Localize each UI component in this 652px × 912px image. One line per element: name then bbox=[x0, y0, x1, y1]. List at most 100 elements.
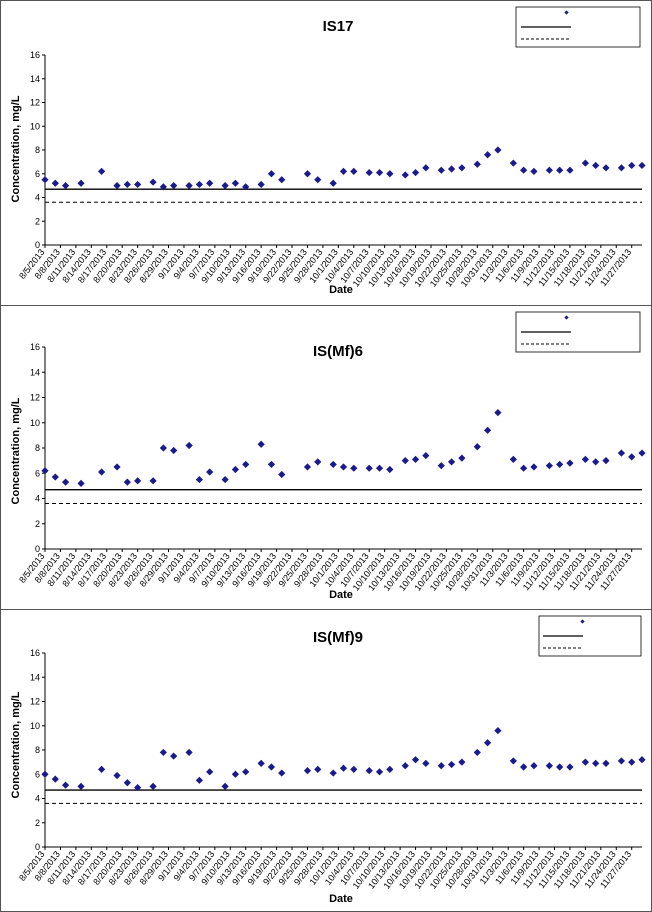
data-point bbox=[61, 781, 70, 789]
data-point bbox=[314, 176, 322, 184]
data-point bbox=[617, 449, 626, 457]
chart-title: IS(Mf)6 bbox=[313, 343, 363, 360]
data-point bbox=[592, 759, 600, 767]
data-point bbox=[545, 462, 553, 470]
data-point bbox=[51, 775, 59, 783]
data-point bbox=[530, 762, 538, 770]
data-point bbox=[350, 765, 358, 773]
data-point bbox=[170, 446, 178, 455]
data-point bbox=[61, 182, 70, 190]
data-point bbox=[411, 168, 420, 177]
data-point bbox=[159, 444, 167, 452]
data-point bbox=[411, 756, 420, 764]
y-tick-label: 12 bbox=[30, 393, 40, 403]
data-point bbox=[638, 161, 646, 170]
data-point bbox=[278, 176, 286, 184]
data-point bbox=[98, 167, 106, 175]
data-point bbox=[566, 763, 574, 771]
data-point bbox=[257, 759, 265, 767]
data-point bbox=[365, 767, 373, 775]
data-point bbox=[303, 170, 312, 178]
data-point bbox=[51, 179, 59, 187]
x-axis-title: Date bbox=[329, 284, 353, 296]
data-point bbox=[134, 477, 142, 485]
chart-panel-is17: IS17 Concentration, mg/L Date 0 2 4 6 8 10 12 1… bbox=[1, 1, 651, 305]
data-point bbox=[566, 459, 574, 467]
y-tick-label: 8 bbox=[35, 443, 40, 453]
data-point bbox=[386, 465, 394, 474]
data-point bbox=[581, 159, 589, 167]
data-point bbox=[329, 179, 337, 187]
y-tick-label: 2 bbox=[35, 818, 40, 828]
chart-panel-ismf9: IS(Mf)9 Concentration, mg/L Date 0 2 4 6 8 10… bbox=[1, 609, 651, 911]
data-point bbox=[494, 146, 502, 154]
data-point bbox=[51, 473, 59, 481]
data-point bbox=[206, 179, 214, 187]
y-tick-label: 4 bbox=[35, 794, 40, 804]
chart-svg-ismf9: IS(Mf)9 Concentration, mg/L Date 0 2 4 6 8 10… bbox=[10, 615, 646, 905]
data-point bbox=[484, 426, 492, 434]
data-point bbox=[484, 151, 492, 159]
data-point bbox=[401, 762, 409, 770]
legend bbox=[538, 615, 642, 657]
y-tick-label: 4 bbox=[35, 494, 40, 504]
data-point bbox=[257, 440, 265, 448]
data-point bbox=[437, 762, 445, 770]
data-point bbox=[329, 460, 337, 469]
data-point bbox=[602, 164, 610, 172]
data-point bbox=[149, 477, 157, 485]
data-point bbox=[386, 170, 394, 178]
data-point bbox=[77, 479, 85, 487]
data-point bbox=[206, 468, 214, 476]
data-point bbox=[509, 455, 517, 463]
data-point bbox=[278, 470, 286, 479]
data-point bbox=[422, 759, 430, 767]
data-point bbox=[221, 182, 229, 190]
data-point bbox=[314, 458, 322, 466]
data-point bbox=[617, 164, 626, 172]
data-point bbox=[185, 748, 193, 757]
data-point bbox=[221, 475, 229, 484]
data-point bbox=[422, 451, 430, 460]
plot-area: 02468101214168/5/20138/8/20138/11/20138/… bbox=[17, 50, 646, 289]
y-axis-title: Concentration, mg/L bbox=[10, 691, 22, 798]
data-point bbox=[581, 455, 589, 463]
data-point bbox=[41, 770, 49, 778]
data-point bbox=[195, 180, 203, 189]
y-tick-label: 0 bbox=[35, 240, 40, 250]
y-tick-label: 4 bbox=[35, 193, 40, 203]
data-point bbox=[617, 757, 626, 765]
data-point bbox=[437, 166, 445, 174]
data-point bbox=[365, 464, 373, 472]
chart-svg-is17: IS17 Concentration, mg/L Date 0 2 4 6 8 10 12 1… bbox=[10, 6, 646, 296]
y-tick-label: 14 bbox=[30, 672, 40, 682]
data-point bbox=[447, 760, 456, 769]
x-axis-title: Date bbox=[329, 893, 353, 905]
data-point bbox=[242, 768, 250, 776]
data-point bbox=[411, 455, 420, 463]
data-point bbox=[242, 460, 250, 469]
data-point bbox=[458, 454, 466, 462]
data-point bbox=[520, 166, 528, 174]
data-point bbox=[447, 458, 456, 466]
data-point bbox=[231, 465, 240, 474]
data-point bbox=[149, 178, 157, 186]
data-point bbox=[566, 166, 574, 174]
y-axis-title: Concentration, mg/L bbox=[10, 397, 22, 504]
data-point bbox=[278, 769, 286, 777]
data-point bbox=[185, 182, 193, 190]
data-point bbox=[556, 460, 564, 469]
data-point bbox=[422, 164, 430, 172]
data-point bbox=[195, 475, 203, 484]
y-tick-label: 2 bbox=[35, 216, 40, 226]
data-point bbox=[602, 759, 610, 767]
y-tick-label: 0 bbox=[35, 842, 40, 852]
data-point bbox=[638, 449, 646, 457]
data-point bbox=[41, 176, 49, 184]
y-tick-label: 16 bbox=[30, 648, 40, 658]
data-point bbox=[159, 183, 167, 191]
y-tick-label: 8 bbox=[35, 145, 40, 155]
data-point bbox=[113, 463, 121, 471]
data-point bbox=[401, 171, 409, 179]
data-point bbox=[530, 167, 538, 175]
